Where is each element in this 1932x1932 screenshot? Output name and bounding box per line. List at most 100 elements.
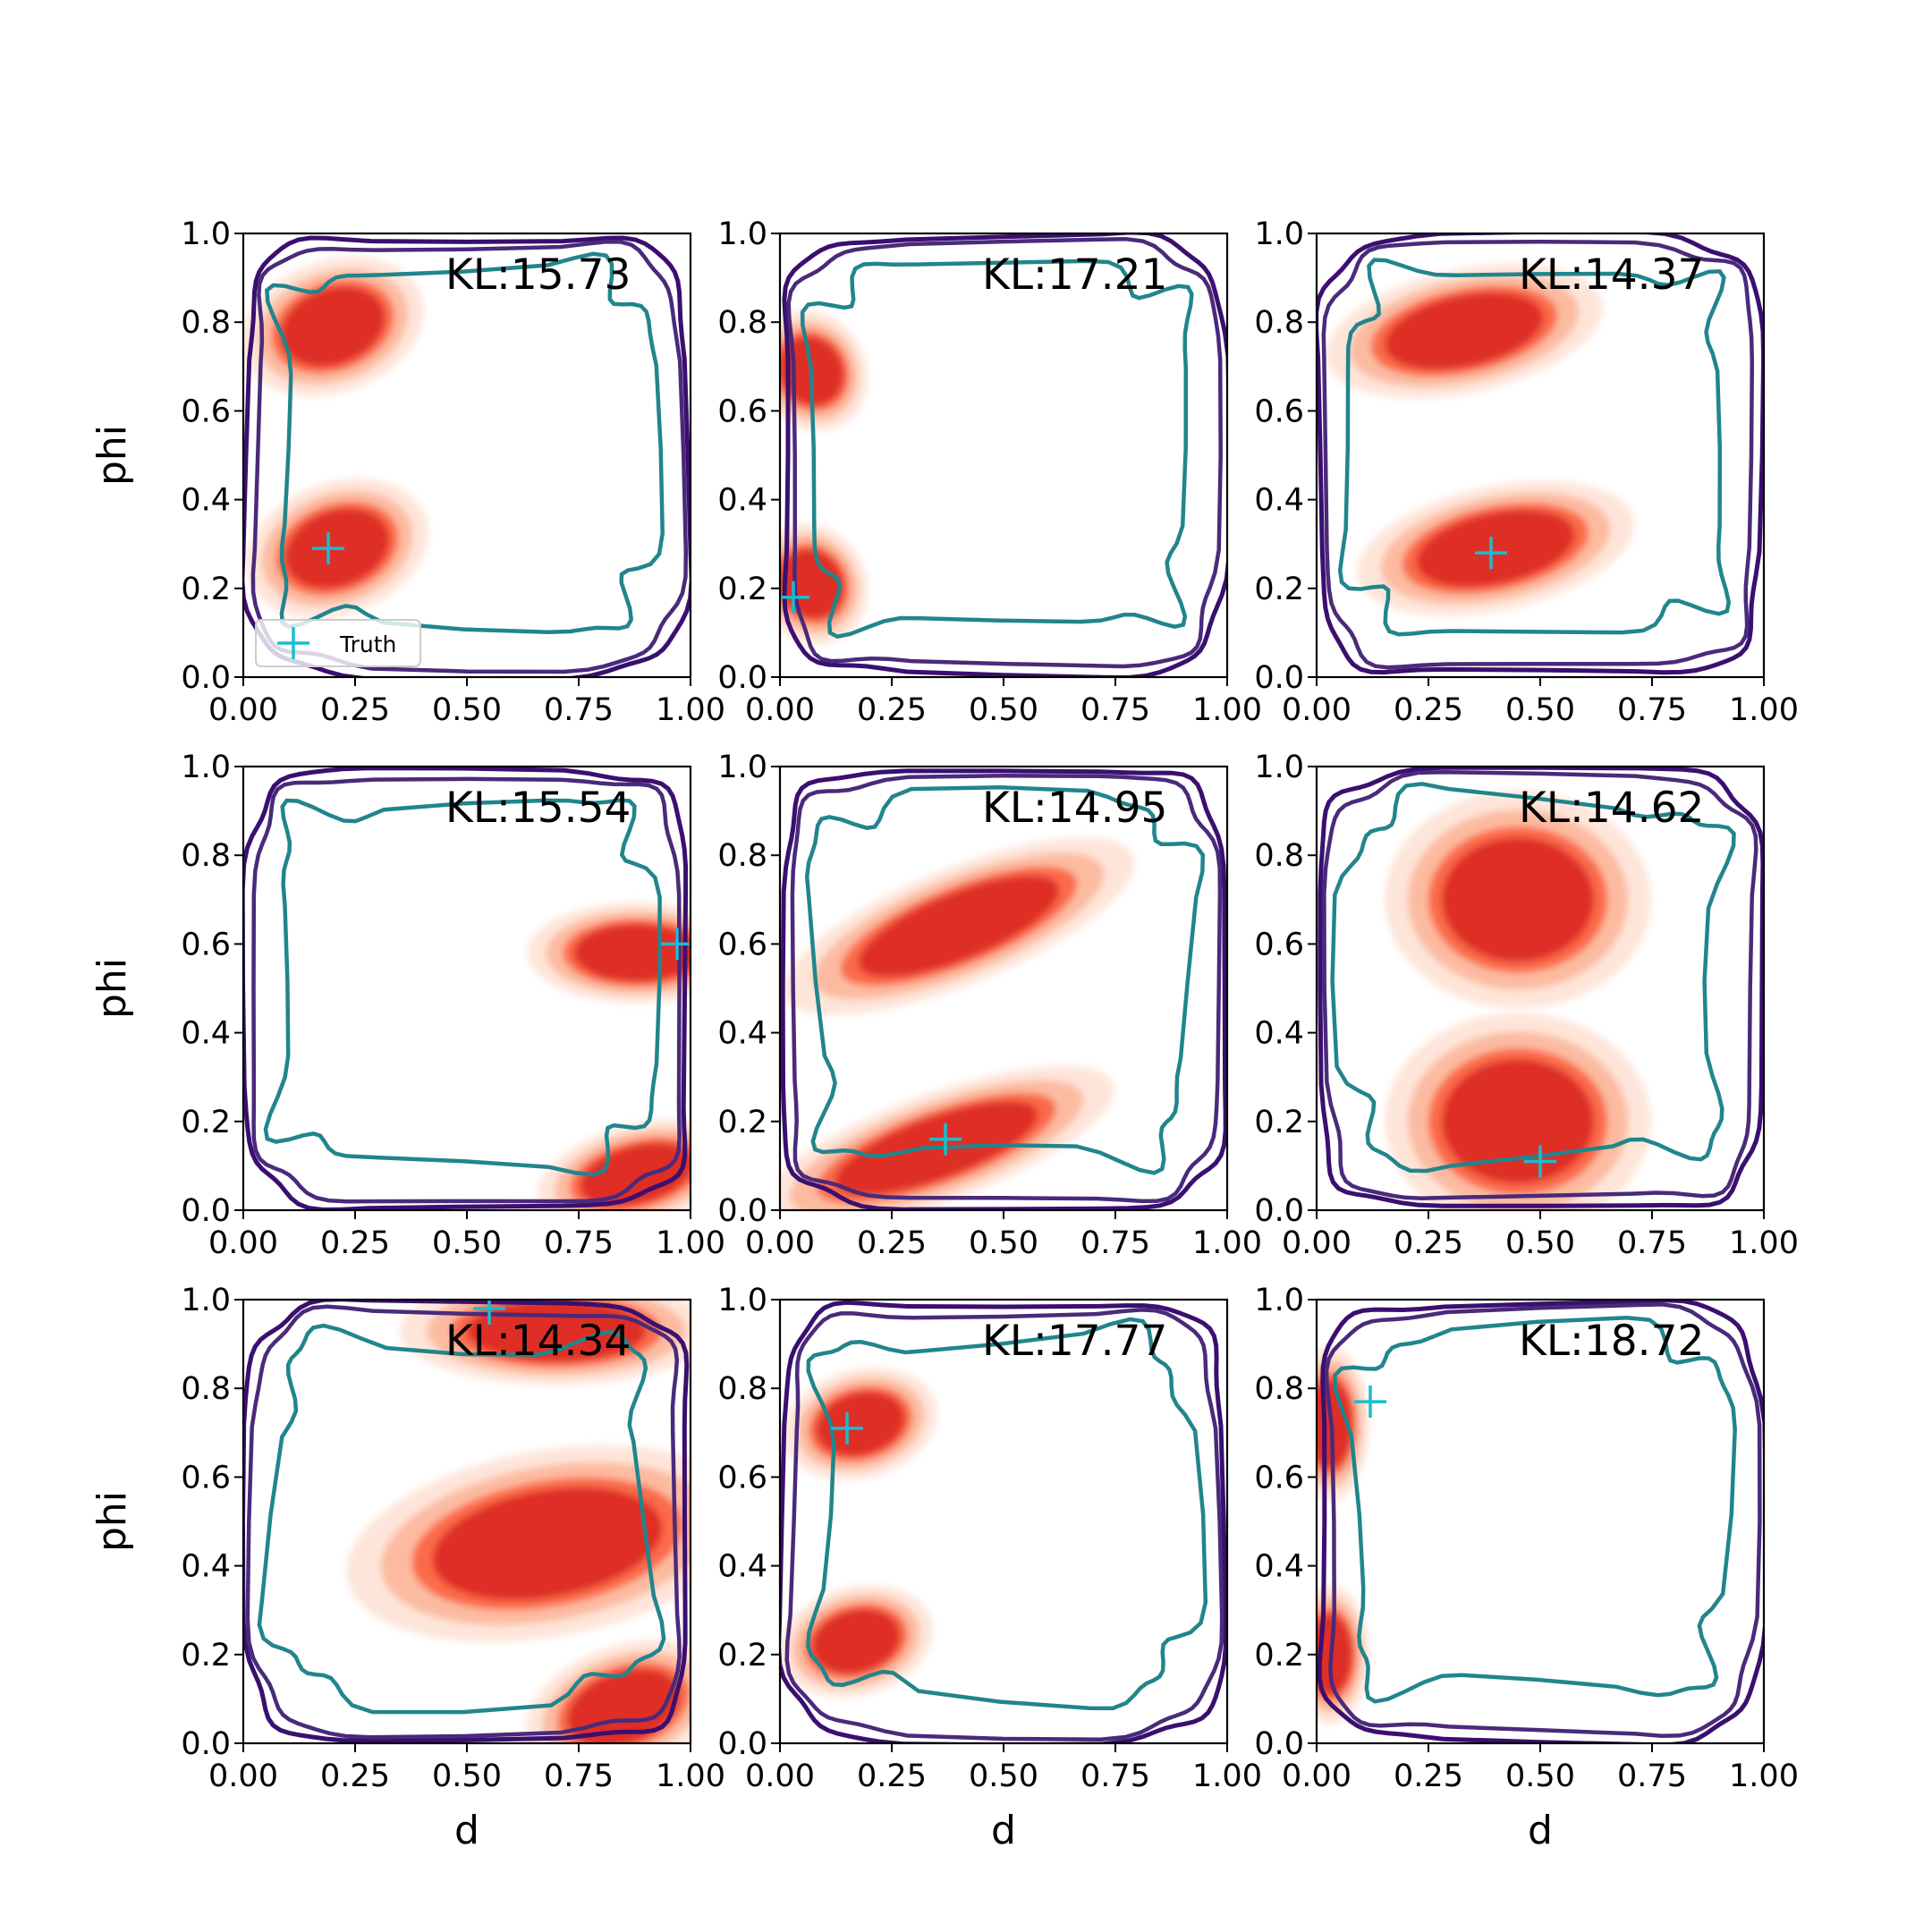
- x-tick-label: 1.00: [1729, 1225, 1799, 1261]
- y-tick-label: 0.8: [1254, 1371, 1304, 1407]
- legend-box: [255, 619, 421, 667]
- x-tick-label: 0.75: [544, 1225, 614, 1261]
- x-tick-label: 0.00: [745, 692, 815, 728]
- panel-grid: 0.00 0.25 0.50 0.75 1.000.00.20.40.60.81.0KL…: [89, 216, 1799, 1853]
- contour-outer: [780, 768, 1227, 1210]
- kl-label: KL:15.73: [445, 250, 631, 300]
- x-tick-label: 0.50: [969, 692, 1038, 728]
- contour-mid: [251, 776, 682, 1204]
- x-tick-label: 0.75: [1617, 1225, 1687, 1261]
- y-tick-label: 1.0: [181, 750, 231, 785]
- y-tick-label: 1.0: [717, 750, 767, 785]
- plot-area: [780, 1300, 1227, 1743]
- x-tick-label: 0.75: [1617, 1758, 1687, 1794]
- x-tick-label: 0.75: [1617, 692, 1687, 728]
- x-tick-label: 1.00: [1729, 692, 1799, 728]
- plot-area: [243, 1300, 691, 1743]
- legend: Truth: [255, 619, 421, 667]
- plot-area: [1317, 1300, 1764, 1743]
- y-tick-label: 0.2: [717, 1638, 767, 1674]
- x-tick-label: 0.25: [1394, 1758, 1463, 1794]
- density-blob: [346, 1445, 691, 1642]
- panel-8: 0.00 0.25 0.50 0.75 1.00 0.0 0.2 0.4 0.6 0.8 1.0 KL…: [717, 1283, 1262, 1853]
- x-tick-label: 0.75: [544, 692, 614, 728]
- y-tick-label: 0.8: [1254, 838, 1304, 874]
- y-tick-label: 1.0: [181, 1283, 231, 1318]
- x-tick-label: 0.50: [1505, 692, 1575, 728]
- density-level-4: [1385, 292, 1544, 370]
- x-axis-label: d: [1528, 1808, 1553, 1853]
- plot-area: [243, 235, 691, 677]
- x-tick-label: 0.00: [208, 692, 278, 728]
- y-tick-label: 0.2: [1254, 1105, 1304, 1140]
- panel-2: 0.00 0.25 0.50 0.75 1.00 0.0 0.2 0.4 0.6 0.8 1.0 KL…: [717, 216, 1262, 728]
- x-tick-label: 1.00: [1729, 1758, 1799, 1794]
- x-tick-label: 0.25: [320, 1758, 390, 1794]
- y-tick-label: 0.8: [717, 305, 767, 341]
- y-tick-label: 0.0: [1254, 1726, 1304, 1762]
- contour-outer: [243, 235, 691, 677]
- truth-marker: [1475, 537, 1507, 570]
- density-blob: [1326, 263, 1603, 399]
- density-level-4: [280, 286, 386, 367]
- y-tick-label: 0.0: [717, 660, 767, 696]
- y-tick-label: 0.6: [1254, 394, 1304, 429]
- panel-1: 0.00 0.25 0.50 0.75 1.00 0.0 0.2 0.4 0.6 0.8 1.0 KL…: [89, 216, 725, 728]
- y-tick-label: 0.2: [1254, 572, 1304, 607]
- contour-inner: [1333, 1316, 1737, 1704]
- density-level-4: [432, 1487, 663, 1600]
- y-tick-label: 0.8: [717, 838, 767, 874]
- truth-marker: [831, 1411, 863, 1445]
- y-tick-label: 0.6: [181, 1460, 231, 1496]
- y-tick-label: 0.0: [717, 1193, 767, 1229]
- contour-mid: [1324, 1302, 1762, 1738]
- y-tick-label: 0.8: [1254, 305, 1304, 341]
- contour-mid: [786, 236, 1223, 669]
- contour-outer: [1317, 1300, 1764, 1743]
- y-tick-label: 0.4: [181, 1016, 231, 1052]
- panel-6: 0.00 0.25 0.50 0.75 1.00 0.0 0.2 0.4 0.6 0.8 1.0 KL…: [1254, 750, 1799, 1261]
- contour-inner: [265, 251, 665, 635]
- density-blob: [1357, 480, 1634, 616]
- x-tick-label: 0.00: [1282, 1758, 1352, 1794]
- x-tick-label: 0.50: [969, 1758, 1038, 1794]
- contour-outer: [780, 1300, 1227, 1743]
- contour-inner: [804, 784, 1206, 1175]
- truth-marker: [1524, 1145, 1556, 1178]
- y-tick-label: 0.6: [717, 927, 767, 962]
- y-tick-label: 0.0: [181, 1726, 231, 1762]
- plot-area: [780, 233, 1227, 677]
- truth-marker: [929, 1123, 962, 1156]
- legend-label: Truth: [339, 631, 396, 657]
- y-axis-label: phi: [89, 958, 135, 1019]
- x-tick-label: 0.25: [857, 692, 927, 728]
- y-tick-label: 0.8: [181, 838, 231, 874]
- plot-area: [1318, 767, 1764, 1210]
- y-tick-label: 0.6: [1254, 927, 1304, 962]
- density-level-4: [816, 1391, 905, 1456]
- kl-label: KL:14.37: [1519, 250, 1704, 300]
- x-tick-label: 0.50: [432, 692, 502, 728]
- density-blob: [783, 837, 1135, 1015]
- x-tick-label: 0.25: [320, 1225, 390, 1261]
- plot-area: [243, 767, 691, 1210]
- x-tick-label: 0.25: [857, 1758, 927, 1794]
- x-tick-label: 1.00: [656, 1225, 725, 1261]
- y-tick-label: 0.2: [181, 572, 231, 607]
- x-tick-label: 0.75: [1080, 692, 1150, 728]
- contour-outer: [1317, 233, 1764, 675]
- y-tick-label: 0.8: [181, 305, 231, 341]
- legend-marker: [277, 627, 309, 659]
- x-tick-label: 0.50: [969, 1225, 1038, 1261]
- y-tick-label: 0.4: [1254, 1016, 1304, 1052]
- x-tick-label: 0.00: [1282, 1225, 1352, 1261]
- y-tick-label: 0.4: [717, 1016, 767, 1052]
- y-axis-label: phi: [89, 425, 135, 486]
- x-tick-label: 0.00: [208, 1225, 278, 1261]
- panel-7: 0.00 0.25 0.50 0.75 1.00 0.0 0.2 0.4 0.6 0.8 1.0 KL…: [89, 1283, 725, 1853]
- density-level-4: [858, 875, 1060, 978]
- kl-label: KL:14.95: [982, 784, 1167, 833]
- y-tick-label: 0.6: [1254, 1460, 1304, 1496]
- y-tick-label: 1.0: [1254, 216, 1304, 252]
- contour-mid: [245, 1304, 682, 1740]
